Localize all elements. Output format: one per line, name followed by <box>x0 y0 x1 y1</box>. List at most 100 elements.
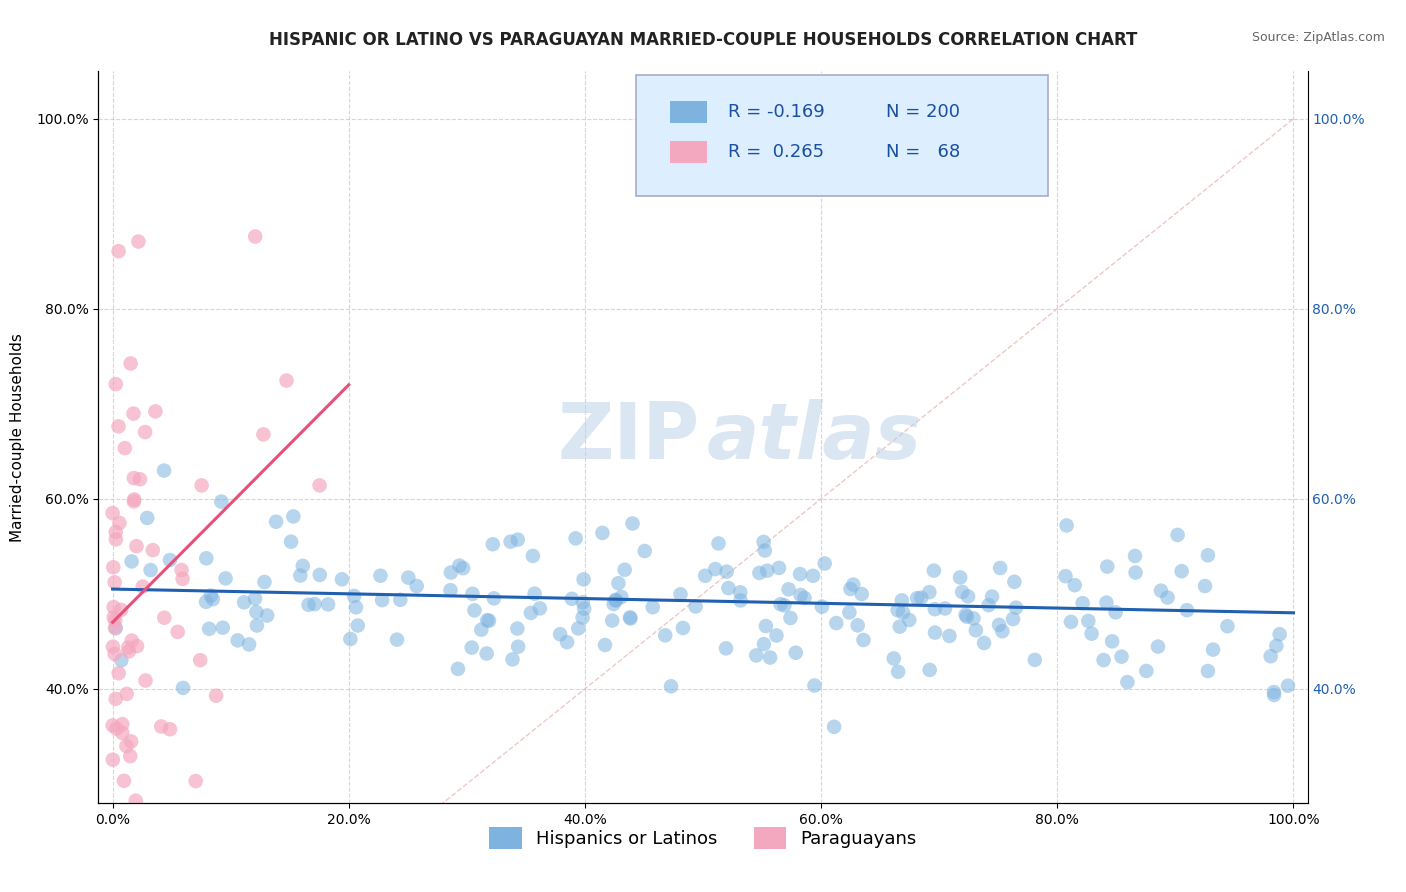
Point <box>602 597 624 611</box>
Point <box>1060 615 1083 629</box>
Text: R = -0.169: R = -0.169 <box>728 103 825 120</box>
Point <box>104 524 127 539</box>
Point <box>308 478 330 492</box>
Point <box>370 568 392 582</box>
Point <box>104 647 127 661</box>
Point <box>938 629 960 643</box>
Point <box>754 543 776 558</box>
Point <box>1054 569 1077 583</box>
Point <box>107 666 129 681</box>
Point <box>950 585 973 599</box>
Point <box>139 563 162 577</box>
Point <box>1202 642 1225 657</box>
Point <box>481 537 503 551</box>
Point <box>502 652 524 666</box>
Point <box>891 606 914 620</box>
Point <box>773 599 796 613</box>
Point <box>150 719 173 733</box>
Point <box>104 377 127 392</box>
Point <box>778 582 800 597</box>
Point <box>1170 564 1192 578</box>
Point <box>793 591 815 605</box>
Point <box>1167 528 1189 542</box>
Point <box>104 613 127 627</box>
Point <box>166 624 188 639</box>
Point <box>600 614 623 628</box>
Point <box>120 749 142 764</box>
Point <box>561 591 583 606</box>
Point <box>252 427 274 442</box>
Point <box>619 610 641 624</box>
Point <box>132 580 155 594</box>
Point <box>811 599 834 614</box>
Point <box>704 562 727 576</box>
Point <box>506 622 529 636</box>
Text: ZIP: ZIP <box>557 399 699 475</box>
Point <box>256 608 278 623</box>
Point <box>371 593 394 607</box>
Point <box>343 589 366 603</box>
Point <box>160 888 183 892</box>
Point <box>1001 612 1024 626</box>
Point <box>593 638 616 652</box>
Point <box>195 595 218 609</box>
Point <box>898 613 921 627</box>
Point <box>103 560 125 574</box>
Point <box>110 837 132 851</box>
Point <box>291 558 314 573</box>
Point <box>1056 518 1078 533</box>
Point <box>142 543 165 558</box>
Point <box>475 647 498 661</box>
Point <box>748 566 770 580</box>
Point <box>852 632 875 647</box>
Point <box>111 726 134 740</box>
Point <box>922 564 945 578</box>
Point <box>499 534 522 549</box>
Point <box>110 603 132 617</box>
Point <box>814 557 837 571</box>
Point <box>405 579 427 593</box>
Point <box>477 613 499 627</box>
Point <box>243 591 266 606</box>
Point <box>1097 559 1119 574</box>
Point <box>887 665 910 679</box>
Point <box>991 624 1014 639</box>
Point <box>1071 596 1094 610</box>
Point <box>842 577 865 591</box>
Point <box>104 621 127 635</box>
Point <box>1175 603 1198 617</box>
Point <box>107 419 129 434</box>
Point <box>330 572 353 586</box>
Point <box>755 619 778 633</box>
Point <box>803 679 825 693</box>
Point <box>823 720 845 734</box>
Point <box>122 492 145 507</box>
Point <box>924 602 946 616</box>
Point <box>949 570 972 584</box>
Point <box>201 592 224 607</box>
Point <box>1116 675 1139 690</box>
Text: atlas: atlas <box>707 399 921 475</box>
Point <box>707 536 730 550</box>
Point <box>523 587 546 601</box>
Point <box>122 407 145 421</box>
Point <box>159 722 181 736</box>
Point <box>659 679 682 693</box>
Point <box>1194 579 1216 593</box>
Point <box>846 618 869 632</box>
Point <box>238 637 260 651</box>
Point <box>346 618 368 632</box>
Point <box>571 595 593 609</box>
Point <box>226 633 249 648</box>
Point <box>716 565 738 579</box>
Point <box>1095 596 1118 610</box>
Text: N = 200: N = 200 <box>886 103 959 120</box>
Point <box>101 812 124 826</box>
Point <box>105 722 128 736</box>
Point <box>245 605 267 619</box>
Point <box>396 571 419 585</box>
Point <box>889 620 911 634</box>
Y-axis label: Married-couple Households: Married-couple Households <box>10 333 25 541</box>
Point <box>1263 688 1285 702</box>
Point <box>460 640 482 655</box>
